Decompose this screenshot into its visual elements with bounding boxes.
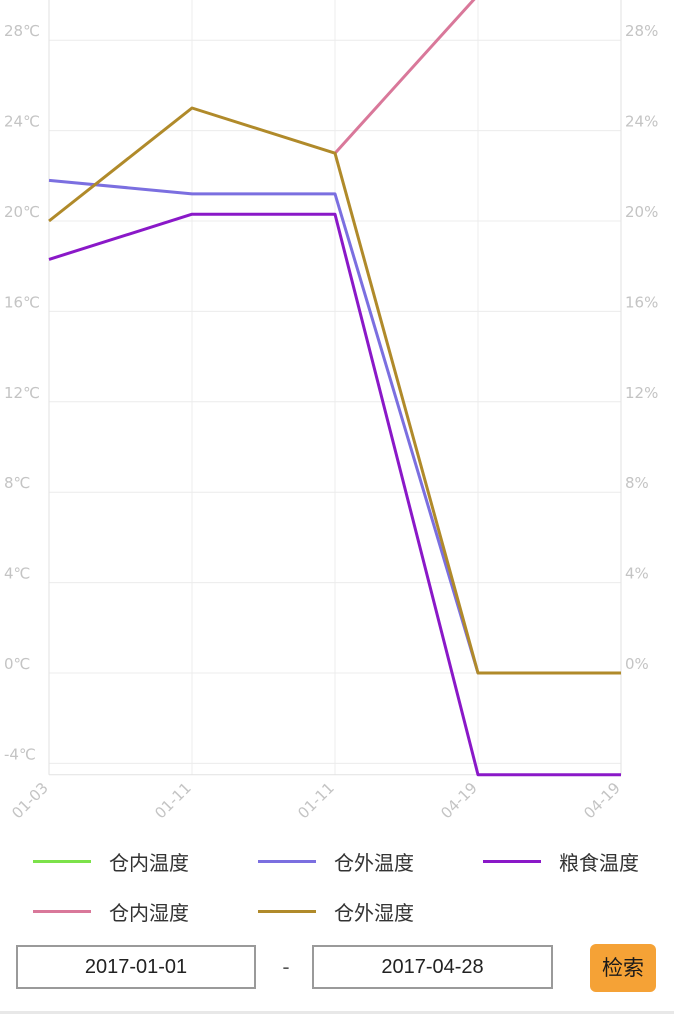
- legend-item: 仓外温度: [258, 844, 414, 878]
- y-left-tick-label: 12℃: [4, 384, 40, 402]
- bottom-divider: [0, 1011, 674, 1014]
- line-chart: -4℃ 0℃ 4℃ 8℃ 12℃ 16℃ 20℃ 24℃ 28℃ 0% 4% 8% 12% 16% 20% 2…: [4, 0, 658, 823]
- x-tick-label: 01-11: [294, 779, 338, 823]
- legend-swatch: [483, 859, 541, 863]
- y-left-tick-label: 24℃: [4, 113, 40, 131]
- y-right-tick-label: 20%: [625, 203, 658, 221]
- y-right-tick-label: 12%: [625, 384, 658, 402]
- start-date-input[interactable]: 2017-01-01: [16, 945, 256, 989]
- x-tick-label: 04-19: [437, 779, 481, 823]
- y-right-tick-label: 28%: [625, 22, 658, 40]
- y-left-tick-label: 8℃: [4, 474, 30, 492]
- y-right-tick-label: 16%: [625, 293, 658, 311]
- legend-label: 仓外湿度: [334, 900, 414, 925]
- series-line: [48, 212, 621, 777]
- x-tick-label: 01-11: [151, 779, 195, 823]
- legend-label: 粮食温度: [559, 850, 639, 875]
- y-right-tick-label: 8%: [625, 474, 649, 492]
- y-left-tick-label: 20℃: [4, 203, 40, 221]
- legend-item: 粮食温度: [483, 844, 639, 878]
- x-tick-label: 04-19: [580, 779, 624, 823]
- y-left-tick-label: -4℃: [4, 745, 36, 763]
- date-range-separator: -: [282, 955, 290, 979]
- legend-item: 仓外湿度: [258, 894, 414, 928]
- x-tick-label: 01-03: [8, 779, 52, 823]
- legend-item: 仓内温度: [33, 844, 189, 878]
- y-right-tick-label: 4%: [625, 565, 649, 583]
- legend-item: 仓内湿度: [33, 894, 189, 928]
- y-left-tick-label: 0℃: [4, 655, 30, 673]
- y-left-tick-label: 16℃: [4, 293, 40, 311]
- series-line: [333, 0, 476, 155]
- y-right-tick-label: 0%: [625, 655, 649, 673]
- y-left-tick-label: 28℃: [4, 22, 40, 40]
- search-button[interactable]: 检索: [590, 944, 656, 992]
- legend-label: 仓内温度: [109, 850, 189, 875]
- series-line: [48, 106, 621, 675]
- legend-label: 仓外温度: [334, 850, 414, 875]
- legend-swatch: [33, 909, 91, 913]
- legend-swatch: [258, 859, 316, 863]
- y-right-tick-label: 24%: [625, 113, 658, 131]
- end-date-input[interactable]: 2017-04-28: [312, 945, 553, 989]
- y-left-tick-label: 4℃: [4, 565, 30, 583]
- chart-legend: 仓内温度 仓外温度 粮食温度 仓内湿度 仓外湿度: [0, 838, 674, 938]
- legend-label: 仓内湿度: [109, 900, 189, 925]
- legend-swatch: [258, 909, 316, 913]
- legend-swatch: [33, 859, 91, 863]
